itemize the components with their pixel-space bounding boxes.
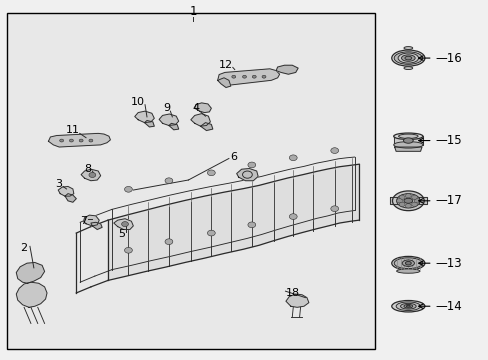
Circle shape [289,155,297,161]
Ellipse shape [391,301,424,312]
Circle shape [405,194,410,198]
Polygon shape [285,294,308,307]
Ellipse shape [401,55,414,61]
Text: 2: 2 [20,243,28,253]
Polygon shape [65,194,76,202]
Circle shape [398,202,404,207]
Ellipse shape [392,191,423,211]
Ellipse shape [396,194,419,208]
Ellipse shape [398,134,417,138]
Text: 7: 7 [80,216,87,226]
Polygon shape [48,134,110,147]
Text: —16: —16 [435,51,462,64]
Ellipse shape [393,141,422,148]
Ellipse shape [393,258,422,269]
Circle shape [69,139,73,142]
Ellipse shape [397,53,418,63]
Polygon shape [16,262,44,283]
Polygon shape [114,219,133,229]
Ellipse shape [403,67,412,69]
Polygon shape [144,121,154,127]
Text: 18: 18 [285,288,300,298]
Ellipse shape [403,305,412,308]
Circle shape [207,170,215,176]
Circle shape [231,75,235,78]
Ellipse shape [391,50,424,66]
Circle shape [164,239,172,244]
Circle shape [398,195,404,199]
Circle shape [247,162,255,168]
Ellipse shape [403,138,412,143]
Polygon shape [108,164,358,280]
Circle shape [247,222,255,228]
Polygon shape [16,282,47,307]
Polygon shape [217,78,230,87]
Polygon shape [394,147,421,151]
Text: 5: 5 [118,229,125,239]
Text: 11: 11 [66,125,80,135]
Circle shape [207,230,215,236]
Ellipse shape [396,269,419,273]
Text: —13: —13 [435,257,461,270]
Text: 12: 12 [219,59,233,69]
Polygon shape [190,114,210,126]
Text: —17: —17 [435,194,462,207]
Polygon shape [135,111,154,123]
Polygon shape [194,103,211,113]
Text: 3: 3 [55,179,61,189]
Circle shape [330,206,338,212]
Text: —15: —15 [435,134,461,147]
Text: 6: 6 [230,152,237,162]
Text: 1: 1 [189,5,197,18]
Polygon shape [91,222,102,229]
Circle shape [79,139,83,142]
Ellipse shape [405,261,410,265]
Circle shape [289,214,297,220]
Ellipse shape [393,133,422,139]
Circle shape [164,178,172,184]
Text: —14: —14 [435,300,462,313]
Circle shape [262,75,265,78]
Polygon shape [418,197,426,204]
Ellipse shape [403,198,412,203]
Circle shape [252,75,256,78]
Ellipse shape [395,302,420,311]
Circle shape [89,139,93,142]
Ellipse shape [406,305,409,307]
Polygon shape [58,186,74,196]
Circle shape [411,195,417,199]
Ellipse shape [400,303,415,309]
Polygon shape [276,65,298,74]
Polygon shape [159,114,178,126]
Circle shape [89,172,96,177]
Text: 10: 10 [131,97,145,107]
Circle shape [405,204,410,208]
Circle shape [60,139,63,142]
Text: 4: 4 [192,103,199,113]
Bar [6,13,374,348]
Circle shape [122,222,128,226]
Polygon shape [393,136,422,145]
Ellipse shape [393,52,422,64]
Ellipse shape [402,260,414,266]
Polygon shape [236,168,258,181]
Ellipse shape [403,46,412,49]
Circle shape [330,148,338,153]
Circle shape [124,247,132,253]
Polygon shape [217,69,279,85]
Polygon shape [389,197,397,204]
Polygon shape [81,169,101,181]
Circle shape [242,75,246,78]
Ellipse shape [404,56,411,60]
Circle shape [396,199,402,203]
Circle shape [124,186,132,192]
Text: 9: 9 [163,103,170,113]
Ellipse shape [391,256,424,270]
Polygon shape [200,123,212,131]
Polygon shape [83,215,99,226]
Circle shape [411,202,417,207]
Polygon shape [168,123,178,130]
Text: 8: 8 [84,164,91,174]
Circle shape [413,199,419,203]
